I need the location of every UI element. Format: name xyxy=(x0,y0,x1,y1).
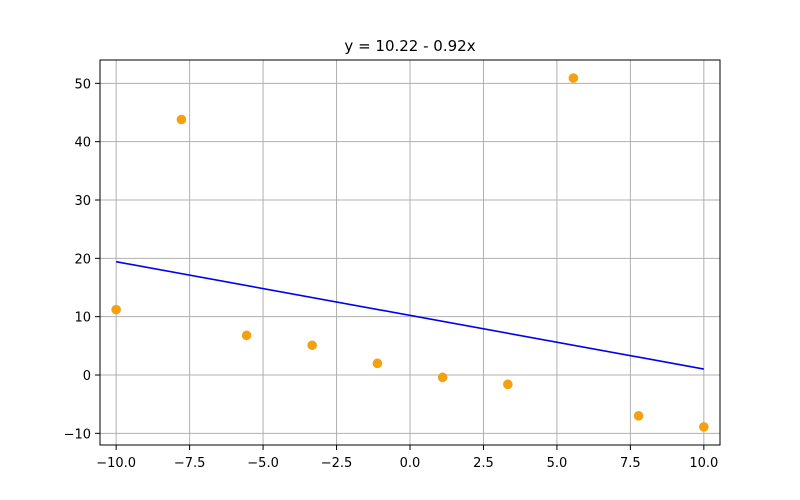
x-tick-label: 2.5 xyxy=(473,456,494,471)
y-tick-label: 20 xyxy=(74,252,91,267)
data-point xyxy=(111,304,121,315)
x-tick-label: −7.5 xyxy=(174,456,206,471)
y-tick-label: 10 xyxy=(74,311,91,326)
y-tick-label: 30 xyxy=(74,194,91,209)
y-tick-label: 0 xyxy=(83,369,91,384)
ticks: −10.0 −7.5 −5.0 −2.5 0.0 2.5 5.0 7.5 10.0 −10 0 10 2… xyxy=(64,77,719,471)
data-point xyxy=(372,358,383,369)
y-tick-label: −10 xyxy=(64,427,91,442)
data-point xyxy=(307,340,317,351)
x-tick-label: 0.0 xyxy=(400,456,421,471)
grid xyxy=(100,60,720,445)
x-tick-label: 7.5 xyxy=(620,456,641,471)
x-tick-label: 10.0 xyxy=(689,456,718,471)
y-tick-label: 40 xyxy=(74,136,91,151)
data-point xyxy=(633,411,644,421)
data-point xyxy=(241,330,252,341)
x-tick-label: −10.0 xyxy=(96,456,136,471)
regression-line xyxy=(116,260,704,370)
x-tick-label: −2.5 xyxy=(321,456,353,471)
data-point xyxy=(699,422,709,432)
data-point xyxy=(568,73,579,83)
x-tick-label: −5.0 xyxy=(247,456,279,471)
x-tick-label: 5.0 xyxy=(547,456,568,471)
y-tick-label: 50 xyxy=(74,77,91,92)
chart-title: y = 10.22 - 0.92x xyxy=(344,37,475,55)
fit-line-layer xyxy=(116,260,704,370)
data-point xyxy=(176,114,187,125)
scatter-points xyxy=(111,73,709,432)
data-point xyxy=(503,379,513,390)
data-point xyxy=(437,372,448,383)
